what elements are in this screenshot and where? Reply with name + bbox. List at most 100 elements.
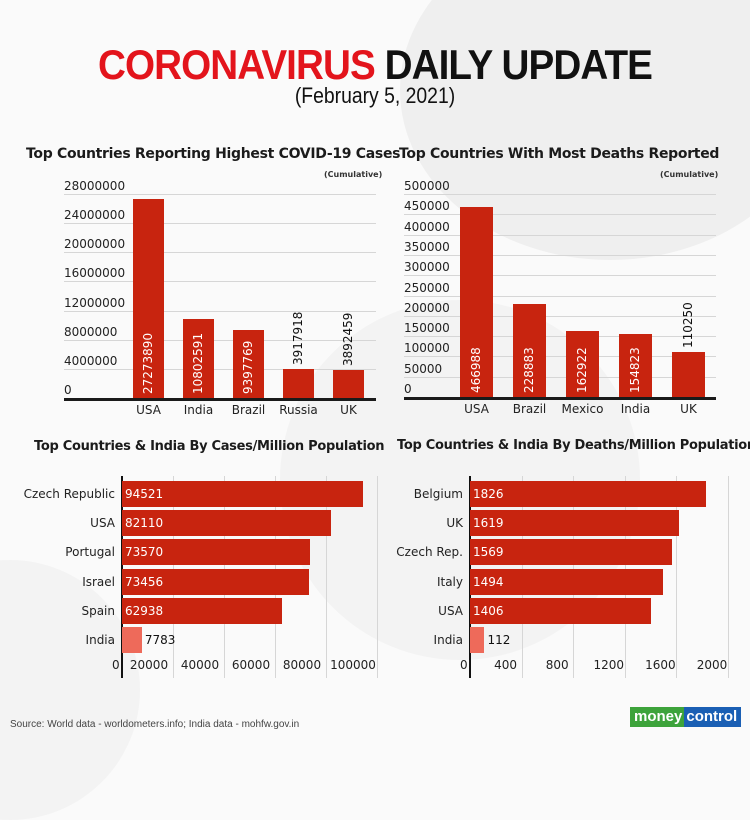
bar	[672, 352, 705, 397]
x-tick-label: 20000	[129, 658, 169, 672]
gridline	[404, 275, 716, 277]
x-tick-label: 800	[545, 658, 569, 672]
y-tick-label: 300000	[404, 260, 450, 275]
x-tick-label: India	[620, 402, 651, 416]
date-subtitle: (February 5, 2021)	[294, 83, 456, 108]
bar-value-label: 1826	[473, 487, 504, 501]
bar-value-label: 73570	[125, 545, 164, 560]
bar-value-label: 82110	[125, 516, 164, 531]
y-tick-label: 150000	[404, 321, 450, 336]
y-tick-label: 8000000	[64, 324, 118, 339]
bar	[619, 334, 652, 397]
bar-value-label: 73456	[125, 574, 164, 589]
x-tick-label: 80000	[282, 658, 322, 672]
bar	[470, 627, 485, 653]
bar	[122, 481, 364, 507]
x-tick-label: Brazil	[512, 402, 547, 416]
bar	[122, 510, 332, 537]
bar	[122, 627, 142, 653]
gridline	[64, 281, 376, 283]
gridline	[728, 476, 729, 678]
gridline	[404, 254, 716, 256]
bar	[183, 319, 214, 398]
bar	[122, 539, 310, 566]
bar-value-label: 27273890	[140, 332, 155, 394]
x-tick-label: UK	[340, 403, 357, 417]
category-label: Spain	[81, 603, 115, 618]
x-tick-label: 0	[112, 658, 120, 672]
y-tick-label: 500000	[404, 179, 450, 193]
bar-value-label: 112	[487, 633, 511, 647]
y-tick-label: 16000000	[64, 266, 126, 281]
y-tick-label: 50000	[404, 361, 443, 376]
bar-value-label: 3917918	[290, 312, 305, 366]
gridline	[326, 476, 327, 678]
chart-title: Top Countries With Most Deaths Reported	[399, 146, 720, 162]
category-label: India	[85, 633, 115, 647]
x-tick-label: 40000	[180, 658, 220, 672]
category-label: Czech Republic	[23, 487, 115, 501]
gridline	[404, 295, 716, 297]
y-tick-label: 250000	[404, 280, 450, 295]
bar-value-label: 110250	[680, 302, 695, 349]
bar-value-label: 62938	[125, 603, 164, 618]
bar	[470, 597, 652, 624]
bar	[233, 329, 264, 398]
gridline	[404, 214, 716, 216]
category-label: UK	[446, 516, 463, 531]
y-tick-label: 350000	[404, 239, 450, 254]
y-tick-label: 400000	[404, 219, 450, 234]
category-label: Israel	[82, 574, 115, 589]
x-tick-label: USA	[136, 403, 161, 417]
background-shape	[400, 0, 750, 260]
chart-title: Top Countries Reporting Highest COVID-19…	[26, 146, 401, 162]
x-tick-label: 1600	[645, 658, 676, 672]
category-label: Belgium	[413, 487, 463, 501]
bar	[566, 330, 599, 397]
gridline	[404, 194, 716, 195]
bar	[470, 539, 673, 566]
y-tick-label: 20000000	[64, 237, 126, 252]
bar	[122, 597, 283, 624]
bar	[470, 568, 663, 595]
gridline	[404, 315, 716, 317]
bar-value-label: 1406	[473, 603, 504, 618]
category-label: Portugal	[65, 545, 115, 560]
source-note: Source: World data - worldometers.info; …	[10, 719, 300, 730]
bar	[460, 207, 493, 397]
gridline	[404, 376, 716, 378]
logo-left: money	[630, 707, 685, 727]
category-label: Czech Rep.	[396, 545, 463, 560]
gridline	[676, 476, 678, 678]
chart-note: (Cumulative)	[660, 170, 719, 179]
bar-value-label: 9397769	[240, 340, 255, 394]
y-tick-label: 4000000	[64, 353, 118, 368]
page-title: CORONAVIRUS DAILY UPDATE	[30, 42, 720, 88]
category-label: Italy	[436, 574, 463, 589]
title-black: DAILY UPDATE	[384, 41, 653, 88]
bar-value-label: 162922	[574, 347, 589, 393]
x-axis-line	[64, 398, 376, 401]
category-label: USA	[90, 516, 115, 531]
x-tick-label: UK	[680, 402, 697, 416]
bar-value-label: 1569	[473, 545, 504, 560]
bar-value-label: 154823	[627, 347, 642, 393]
bar	[133, 199, 164, 398]
gridline	[64, 223, 376, 225]
y-tick-label: 200000	[404, 300, 450, 315]
category-label: India	[433, 633, 463, 647]
x-tick-label: Brazil	[231, 403, 266, 417]
y-tick-label: 12000000	[64, 295, 126, 310]
x-tick-label: Mexico	[561, 402, 604, 416]
gridline	[64, 368, 376, 370]
logo-right: control	[684, 707, 742, 727]
gridline	[404, 336, 716, 338]
category-label: USA	[438, 603, 463, 618]
bar	[470, 510, 679, 537]
gridline	[404, 356, 716, 358]
bar-value-label: 466988	[468, 347, 483, 393]
x-tick-label: India	[183, 403, 214, 417]
moneycontrol-logo: money control	[630, 707, 742, 727]
x-tick-label: 2000	[696, 658, 728, 672]
y-tick-label: 0	[64, 383, 72, 397]
